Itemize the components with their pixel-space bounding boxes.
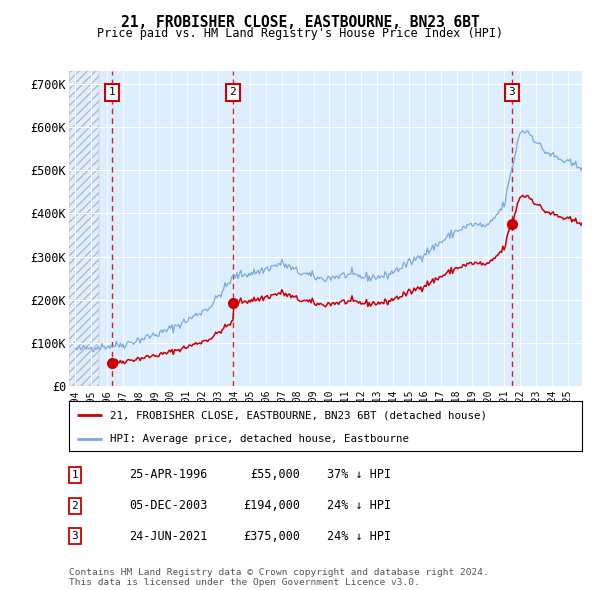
Text: £194,000: £194,000: [243, 499, 300, 512]
Text: 05-DEC-2003: 05-DEC-2003: [129, 499, 208, 512]
Text: Contains HM Land Registry data © Crown copyright and database right 2024.
This d: Contains HM Land Registry data © Crown c…: [69, 568, 489, 587]
Text: 3: 3: [508, 87, 515, 97]
Text: 3: 3: [71, 532, 79, 541]
Text: 1: 1: [71, 470, 79, 480]
Text: 21, FROBISHER CLOSE, EASTBOURNE, BN23 6BT: 21, FROBISHER CLOSE, EASTBOURNE, BN23 6B…: [121, 15, 479, 30]
Text: 24% ↓ HPI: 24% ↓ HPI: [327, 499, 391, 512]
Text: 37% ↓ HPI: 37% ↓ HPI: [327, 468, 391, 481]
Text: 24-JUN-2021: 24-JUN-2021: [129, 530, 208, 543]
Text: 2: 2: [71, 501, 79, 510]
Text: 1: 1: [109, 87, 116, 97]
Text: HPI: Average price, detached house, Eastbourne: HPI: Average price, detached house, East…: [110, 434, 409, 444]
Text: 24% ↓ HPI: 24% ↓ HPI: [327, 530, 391, 543]
Text: 2: 2: [230, 87, 236, 97]
Text: Price paid vs. HM Land Registry's House Price Index (HPI): Price paid vs. HM Land Registry's House …: [97, 27, 503, 40]
Text: 21, FROBISHER CLOSE, EASTBOURNE, BN23 6BT (detached house): 21, FROBISHER CLOSE, EASTBOURNE, BN23 6B…: [110, 410, 487, 420]
Text: £55,000: £55,000: [250, 468, 300, 481]
Text: 25-APR-1996: 25-APR-1996: [129, 468, 208, 481]
Text: £375,000: £375,000: [243, 530, 300, 543]
